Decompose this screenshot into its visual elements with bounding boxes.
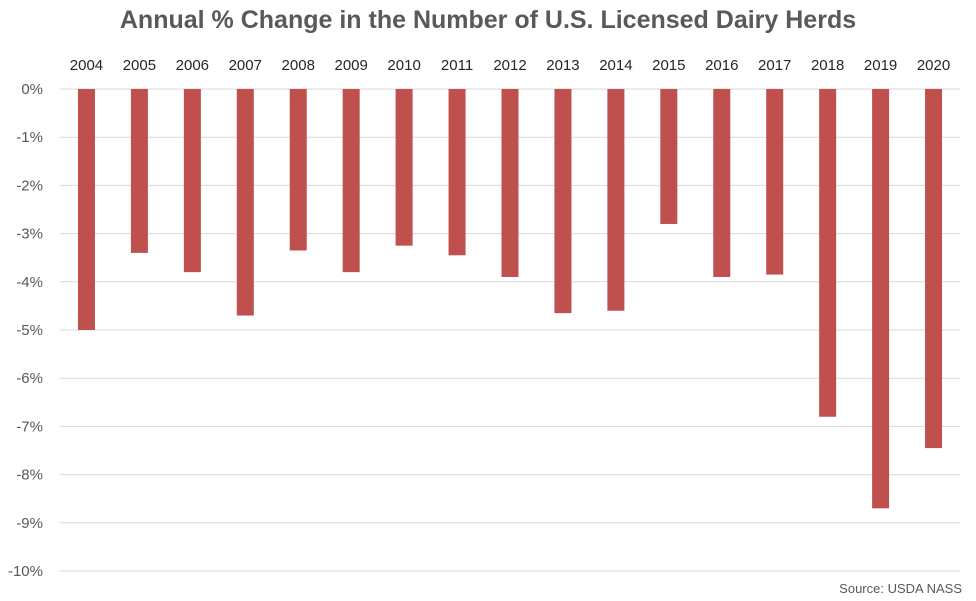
y-tick-label: -1% — [16, 129, 43, 146]
bar-2010 — [395, 89, 413, 246]
x-tick-label: 2007 — [229, 57, 262, 74]
x-tick-label: 2013 — [546, 57, 579, 74]
y-tick-label: -10% — [8, 563, 43, 580]
y-tick-label: -9% — [16, 515, 43, 532]
y-tick-label: -5% — [16, 322, 43, 339]
x-tick-label: 2009 — [334, 57, 367, 74]
bar-2008 — [289, 89, 307, 251]
bar-2018 — [819, 89, 837, 417]
y-tick-label: -6% — [16, 370, 43, 387]
chart-title: Annual % Change in the Number of U.S. Li… — [119, 6, 857, 34]
bar-2013 — [554, 89, 572, 314]
x-tick-label: 2016 — [705, 57, 738, 74]
bar-2014 — [607, 89, 625, 311]
y-tick-label: -4% — [16, 274, 43, 291]
x-tick-label: 2011 — [441, 57, 473, 74]
x-tick-label: 2005 — [123, 57, 156, 74]
x-tick-label: 2020 — [917, 57, 950, 74]
x-tick-label: 2012 — [493, 57, 526, 74]
x-tick-label: 2017 — [758, 57, 791, 74]
x-tick-label: 2018 — [811, 57, 844, 74]
x-tick-label: 2008 — [282, 57, 315, 74]
bar-2019 — [872, 89, 890, 509]
bar-2020 — [925, 89, 943, 449]
y-tick-label: -2% — [16, 177, 43, 194]
x-tick-label: 2010 — [387, 57, 420, 74]
y-tick-label: -3% — [16, 226, 43, 243]
x-axis-labels: 2004 2005 2006 2007 2008 2009 2010 2011 2012 2013… — [70, 57, 950, 74]
x-tick-label: 2015 — [652, 57, 685, 74]
bar-2012 — [501, 89, 519, 277]
bar-2016 — [713, 89, 731, 277]
bar-2011 — [448, 89, 466, 256]
x-tick-label: 2019 — [864, 57, 897, 74]
bar-2004 — [77, 89, 95, 330]
bar-2015 — [660, 89, 678, 224]
y-axis-labels: 0% -1% -2% -3% -4% -5% -6% -7% -8% -9% -10% — [8, 81, 43, 580]
bar-2006 — [183, 89, 201, 273]
bar-2017 — [766, 89, 784, 275]
x-tick-label: 2006 — [176, 57, 209, 74]
source-note: Source: USDA NASS — [839, 581, 962, 596]
y-tick-label: -7% — [16, 418, 43, 435]
y-tick-label: 0% — [21, 81, 43, 98]
bar-2007 — [236, 89, 254, 316]
x-tick-label: 2004 — [70, 57, 103, 74]
x-tick-label: 2014 — [599, 57, 632, 74]
bar-2009 — [342, 89, 360, 273]
bar-2005 — [130, 89, 148, 253]
bars — [77, 89, 943, 509]
y-tick-label: -8% — [16, 467, 43, 484]
